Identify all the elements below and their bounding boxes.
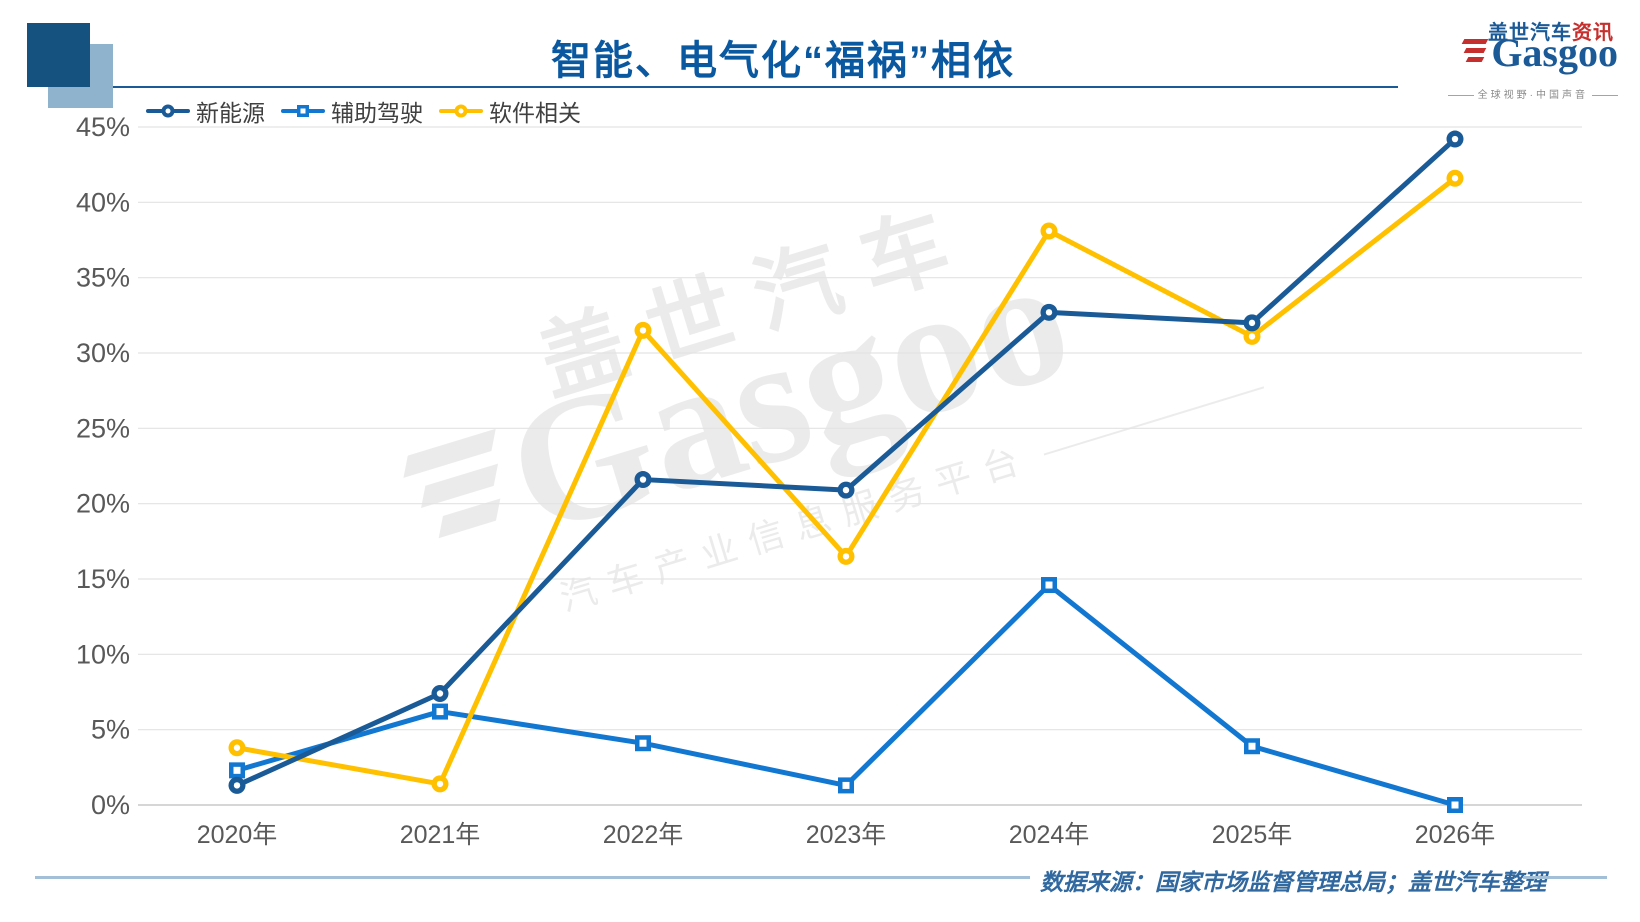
series-2-marker (1040, 222, 1058, 240)
legend-swatch (281, 105, 325, 117)
series-1-marker (838, 777, 854, 794)
series-2-marker (1446, 169, 1464, 187)
y-axis-tick-label: 15% (76, 564, 130, 594)
series-0-marker (837, 481, 855, 499)
x-axis-tick-label: 2023年 (806, 821, 887, 849)
line-chart: 0% 5% 10% 15% 20% 25% 30% 35% 40% 45% 2020年 2021年 20… (76, 115, 1582, 849)
series-0-marker (1040, 303, 1058, 321)
legend-label: 新能源 (196, 100, 265, 126)
y-axis-tick-label: 30% (76, 338, 130, 368)
footer-divider-long (35, 876, 1030, 879)
legend-item-0: 新能源 (146, 94, 265, 128)
series-line-1 (234, 582, 1458, 808)
series-1-marker (1447, 797, 1463, 813)
chart-legend: 新能源 辅助驾驶 软件相关 (146, 94, 581, 128)
logo-brand-en: Gasgoo (1491, 30, 1618, 75)
y-axis-tick-label: 10% (76, 639, 130, 669)
decor-square-dark (27, 23, 90, 87)
logo-tagline-dash-right (1592, 94, 1618, 96)
x-axis-tick-label: 2025年 (1212, 821, 1293, 849)
series-2-marker (1243, 327, 1261, 345)
gasgoo-logo: 盖世汽车资讯 Gasgoo 全球视野·中国声音 (1388, 10, 1628, 101)
y-axis-tick-label: 20% (76, 489, 130, 519)
series-line-0 (234, 136, 1458, 788)
legend-swatch (439, 104, 483, 118)
legend-item-1: 辅助驾驶 (281, 94, 423, 128)
logo-stripes-icon (1461, 39, 1489, 62)
x-axis-tick-label: 2026年 (1415, 821, 1496, 849)
logo-brand-en-row: Gasgoo (1461, 30, 1618, 75)
y-axis-tick-label: 45% (76, 115, 130, 142)
logo-brand-cn-suffix: 资讯 (1572, 22, 1614, 44)
x-axis-tick-label: 2020年 (197, 821, 278, 849)
series-2-marker (634, 321, 652, 339)
data-source-text: 数据来源：国家市场监督管理总局；盖世汽车整理 (1040, 869, 1546, 895)
series-1-marker (229, 762, 245, 779)
series-2-marker (431, 775, 449, 793)
legend-label: 软件相关 (489, 100, 581, 126)
series-1-marker (635, 735, 651, 752)
series-0-marker (228, 776, 246, 794)
header-divider (88, 86, 1398, 88)
logo-tagline-dash-left (1447, 94, 1474, 96)
legend-swatch (146, 104, 190, 118)
legend-label: 辅助驾驶 (331, 100, 423, 126)
y-axis-tick-label: 35% (76, 263, 130, 293)
x-axis-tick-label: 2022年 (603, 821, 684, 849)
series-1-marker (1244, 738, 1260, 755)
logo-tagline-text: 全球视野·中国声音 (1477, 90, 1588, 101)
footer-divider-short (1523, 876, 1607, 879)
logo-brand-cn-row: 盖世汽车资讯 (1488, 16, 1614, 45)
series-0-marker (1243, 314, 1261, 332)
series-line-2 (234, 175, 1458, 787)
series-2-marker (837, 547, 855, 565)
logo-brand-cn: 盖世汽车 (1488, 22, 1572, 44)
y-axis-tick-label: 0% (91, 790, 130, 820)
y-axis-tick-label: 5% (91, 715, 130, 745)
y-axis-tick-label: 25% (76, 413, 130, 443)
series-0-marker (634, 471, 652, 489)
y-axis-tick-label: 40% (76, 187, 130, 217)
x-axis-tick-label: 2021年 (400, 821, 481, 849)
page-title: 智能、电气化“福祸”相依 (551, 39, 1015, 83)
series-0-marker (1446, 130, 1464, 148)
x-axis-tick-label: 2024年 (1009, 821, 1090, 849)
series-0-marker (431, 685, 449, 703)
series-1-marker (432, 703, 448, 720)
legend-item-2: 软件相关 (439, 94, 581, 128)
series-2-marker (228, 739, 246, 757)
series-1-marker (1041, 577, 1057, 594)
logo-tagline: 全球视野·中国声音 (1444, 86, 1622, 101)
